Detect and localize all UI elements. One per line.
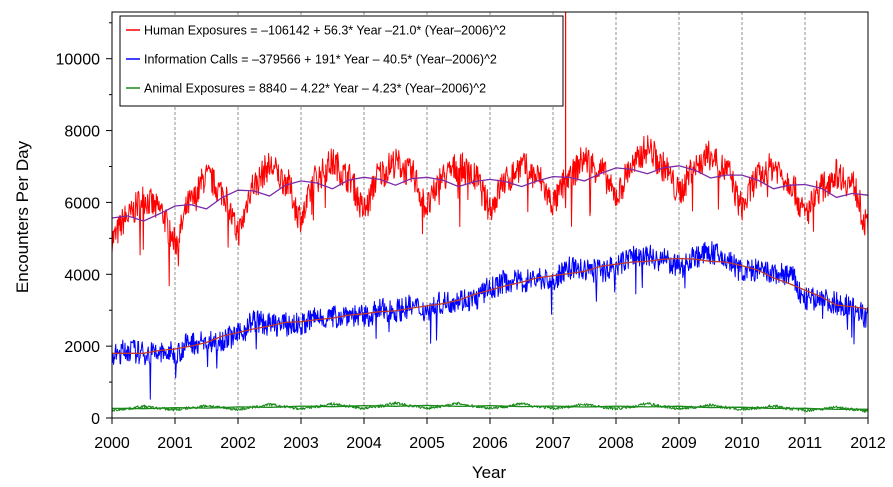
series-line-1 (111, 241, 869, 400)
series-line-0 (111, 135, 869, 287)
x-tick-label: 2010 (724, 435, 760, 452)
legend-label: Information Calls = –379566 + 191* Year … (144, 53, 497, 67)
y-tick-label: 4000 (64, 267, 100, 284)
x-tick-label: 2006 (472, 435, 508, 452)
series-layer (111, 12, 869, 413)
x-tick-label: 2002 (220, 435, 256, 452)
x-tick-label: 2003 (283, 435, 319, 452)
legend: Human Exposures = –106142 + 56.3* Year –… (119, 15, 564, 107)
tick-labels: 2000 2001 2002 2003 2004 2005 2006 2007 2008 2009… (56, 52, 886, 452)
legend-box (119, 15, 564, 107)
x-tick-label: 2007 (535, 435, 571, 452)
legend-label: Animal Exposures = 8840 – 4.22* Year – 4… (144, 82, 486, 96)
y-tick-label: 0 (91, 411, 100, 428)
trend-line-0 (111, 165, 869, 222)
trend-line-2 (112, 404, 869, 411)
x-tick-label: 2005 (409, 435, 445, 452)
y-tick-label: 10000 (56, 52, 101, 69)
x-tick-label: 2008 (598, 435, 634, 452)
y-tick-label: 8000 (64, 124, 100, 141)
series-line-2 (111, 401, 869, 413)
x-axis-title: Year (472, 463, 507, 482)
x-tick-label: 2009 (661, 435, 697, 452)
y-tick-label: 2000 (64, 339, 100, 356)
axes (106, 11, 869, 424)
x-tick-label: 2000 (94, 435, 130, 452)
trend-line-1 (112, 257, 869, 354)
x-tick-label: 2011 (788, 435, 823, 452)
y-axis-title: Encounters Per Day (13, 140, 32, 293)
legend-label: Human Exposures = –106142 + 56.3* Year –… (144, 24, 506, 38)
y-tick-label: 6000 (64, 195, 100, 212)
trend-layer (111, 165, 869, 411)
x-tick-label: 2004 (346, 435, 382, 452)
x-tick-label: 2012 (850, 435, 886, 452)
x-tick-label: 2001 (157, 435, 193, 452)
